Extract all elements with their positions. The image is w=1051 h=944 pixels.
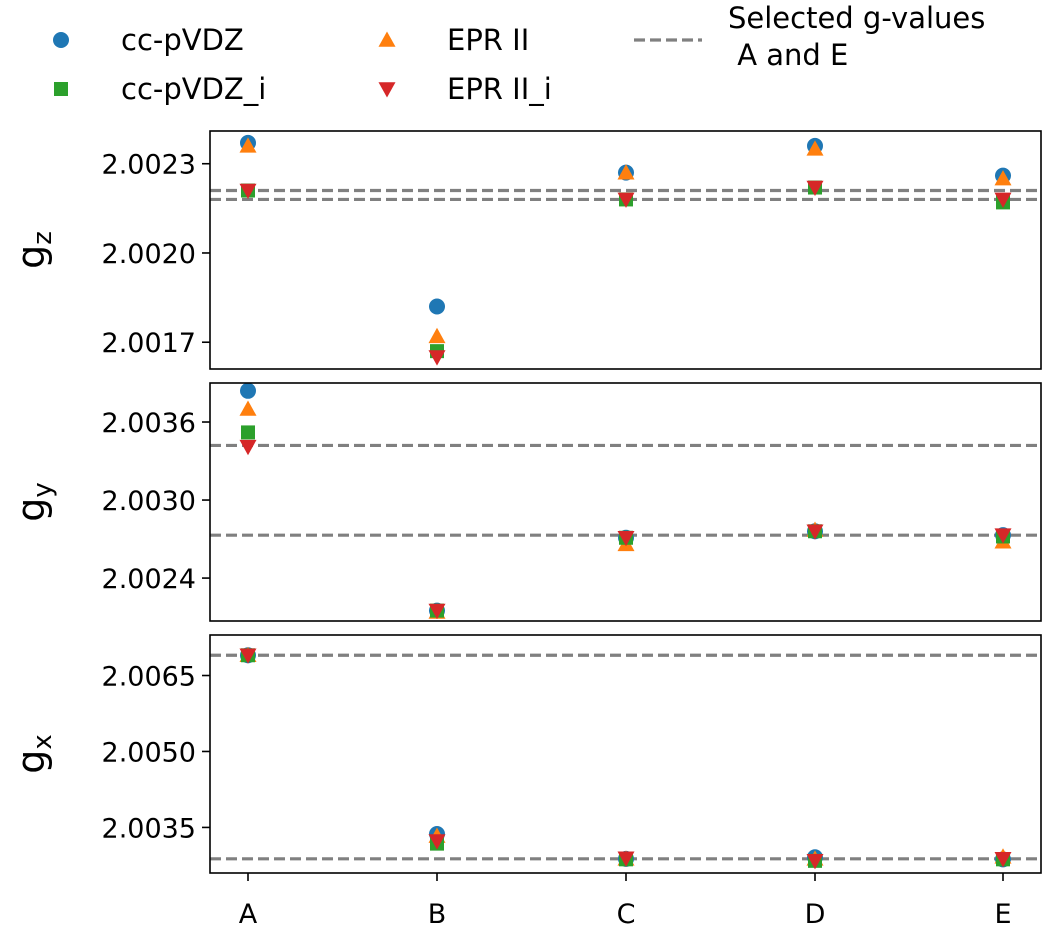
point-gy-s4-A (239, 439, 257, 456)
legend-marker-epr-ii-i (378, 82, 396, 98)
ylabel-gy: gy (9, 482, 58, 522)
point-gy-s4-C (617, 530, 635, 547)
legend-label-cc-pvdz: cc-pVDZ (121, 23, 244, 57)
legend-label-cc-pvdz-i: cc-pVDZ_i (121, 72, 266, 106)
point-gz-s3-C (617, 164, 635, 180)
legend-marker-cc-pvdz (53, 32, 69, 48)
point-gz-s3-B (428, 327, 446, 344)
ytick-label-gz-1: 2.0020 (102, 239, 196, 270)
panel-gz: 2.0017 2.0020 2.0023 gz (9, 130, 1042, 370)
point-gy-s4-E (994, 528, 1012, 544)
panel-gy: 2.0024 2.0030 2.0036 gy (9, 382, 1042, 622)
point-gy-s1-A (240, 382, 256, 399)
legend-marker-cc-pvdz-i (54, 82, 68, 96)
ytick-label-gy-1: 2.0030 (102, 486, 196, 517)
legend-label-epr-ii: EPR II (447, 23, 529, 57)
ytick-label-gz-2: 2.0023 (102, 150, 196, 181)
axes-frame-gy (209, 382, 1042, 622)
point-gy-s4-B (428, 603, 446, 620)
xtick-label-B: B (428, 899, 447, 930)
ytick-label-gx-1: 2.0050 (102, 737, 196, 768)
point-gz-s4-E (994, 192, 1012, 208)
point-gx-s4-D (806, 854, 824, 870)
ytick-label-gy-0: 2.0024 (102, 564, 196, 595)
point-gx-s4-B (428, 834, 446, 850)
ytick-label-gy-2: 2.0036 (102, 408, 196, 439)
point-gz-s4-A (239, 183, 257, 199)
plot-panels: 2.0017 2.0020 2.0023 gz 2.0024 2.0030 2.0036 gy… (9, 130, 1042, 930)
point-gy-s3-A (239, 400, 257, 416)
point-gx-s4-E (994, 852, 1012, 868)
axes-frame-gz (209, 130, 1042, 370)
ytick-label-gx-0: 2.0035 (102, 813, 196, 844)
point-gz-s3-A (239, 137, 257, 153)
legend-label-epr-ii-i: EPR II_i (447, 72, 552, 106)
point-gx-s4-A (239, 648, 257, 664)
point-gy-s4-D (806, 524, 824, 540)
ylabel-gx: gx (9, 734, 58, 774)
point-gy-s2-A (241, 425, 255, 440)
legend-marker-epr-ii (378, 31, 396, 47)
point-gz-s3-D (806, 140, 824, 156)
point-gz-s4-D (806, 180, 824, 197)
xtick-label-E: E (994, 899, 1011, 930)
xtick-label-C: C (617, 899, 636, 930)
point-gz-s1-B (429, 298, 445, 315)
xtick-label-A: A (239, 899, 258, 930)
legend-reference-label-line2: A and E (728, 38, 848, 72)
panel-gx: 2.0035 2.0050 2.0065 gx A B C D E (9, 634, 1042, 930)
axes-frame-gx (209, 634, 1042, 874)
ytick-label-gz-0: 2.0017 (102, 328, 196, 359)
legend: cc-pVDZ cc-pVDZ_i EPR II EPR II_i Selected g… (53, 1, 985, 106)
point-gz-s3-E (994, 170, 1012, 186)
legend-reference-label-line1: Selected g-values (728, 1, 985, 35)
xtick-label-D: D (805, 899, 826, 930)
point-gz-s4-B (428, 350, 446, 366)
ytick-label-gx-2: 2.0065 (102, 662, 196, 693)
ylabel-gz: gz (9, 231, 58, 269)
point-gx-s4-C (617, 851, 635, 867)
point-gz-s4-C (617, 192, 635, 208)
